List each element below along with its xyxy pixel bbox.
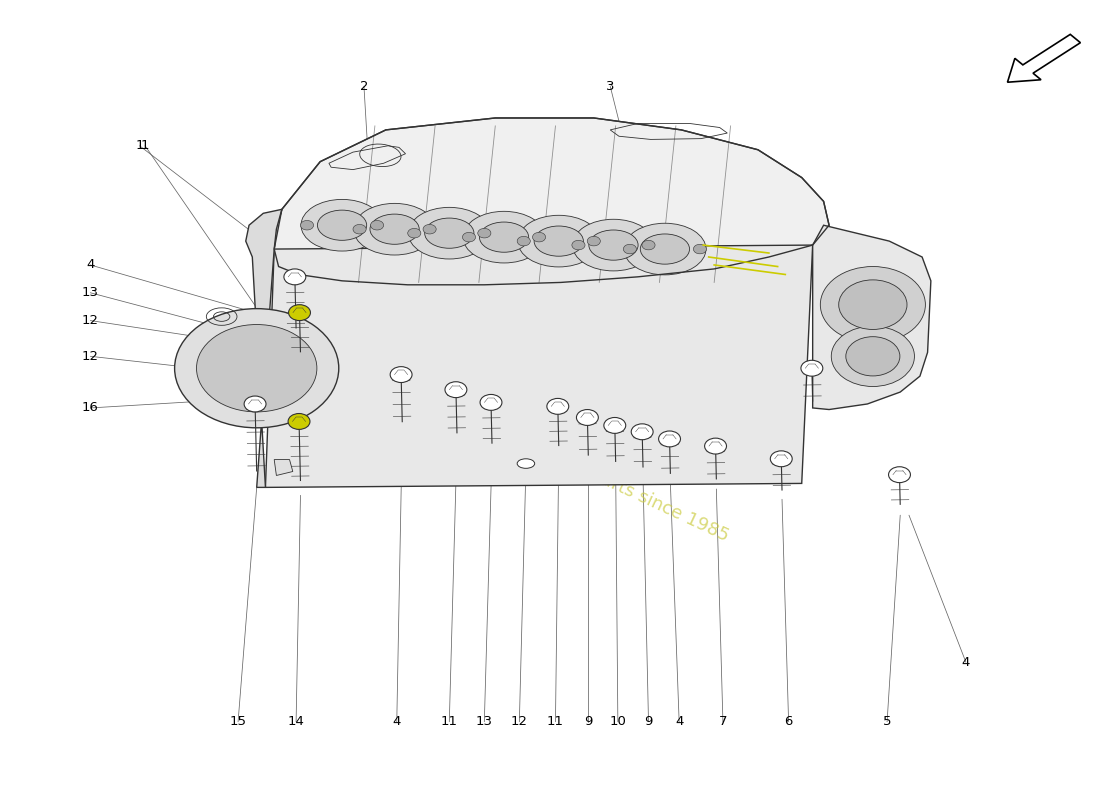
Circle shape: [631, 424, 653, 440]
Circle shape: [821, 266, 925, 342]
Text: 4: 4: [393, 715, 402, 728]
Polygon shape: [245, 210, 282, 487]
Ellipse shape: [463, 211, 546, 263]
Text: 4: 4: [86, 258, 95, 271]
Text: 12: 12: [81, 314, 99, 327]
Circle shape: [284, 269, 306, 285]
Ellipse shape: [572, 219, 654, 271]
Polygon shape: [274, 459, 293, 475]
Text: 13: 13: [81, 286, 99, 299]
Ellipse shape: [318, 210, 366, 240]
Text: a passion for parts since 1985: a passion for parts since 1985: [477, 414, 733, 546]
Ellipse shape: [517, 458, 535, 468]
Ellipse shape: [408, 207, 491, 259]
Circle shape: [408, 229, 421, 238]
Circle shape: [446, 382, 466, 398]
Circle shape: [371, 221, 384, 230]
Circle shape: [587, 236, 601, 246]
Circle shape: [288, 414, 310, 430]
Circle shape: [801, 360, 823, 376]
Text: 14: 14: [288, 715, 305, 728]
Text: 12: 12: [81, 350, 99, 363]
Text: 3: 3: [606, 80, 615, 93]
Circle shape: [832, 326, 914, 386]
Circle shape: [572, 240, 585, 250]
Ellipse shape: [535, 226, 583, 256]
Circle shape: [659, 431, 681, 447]
Circle shape: [604, 418, 626, 434]
Text: 6: 6: [784, 715, 793, 728]
Text: 16: 16: [81, 402, 99, 414]
Ellipse shape: [301, 199, 383, 251]
Circle shape: [197, 325, 317, 412]
Circle shape: [480, 394, 502, 410]
Text: 5: 5: [883, 715, 891, 728]
Circle shape: [624, 244, 637, 254]
Circle shape: [244, 396, 266, 412]
Circle shape: [889, 466, 911, 482]
Circle shape: [838, 280, 908, 330]
Text: 7: 7: [718, 715, 727, 728]
Text: 15: 15: [230, 715, 246, 728]
Circle shape: [576, 410, 598, 426]
Ellipse shape: [425, 218, 474, 248]
Circle shape: [477, 229, 491, 238]
Text: 9: 9: [584, 715, 593, 728]
Ellipse shape: [370, 214, 419, 244]
Text: 2: 2: [360, 80, 368, 93]
Text: 4: 4: [961, 656, 970, 669]
Text: 11: 11: [547, 715, 564, 728]
Polygon shape: [265, 245, 813, 487]
Ellipse shape: [353, 203, 436, 255]
Circle shape: [353, 225, 366, 234]
Circle shape: [300, 221, 313, 230]
Text: 4: 4: [675, 715, 683, 728]
Ellipse shape: [640, 234, 690, 264]
Circle shape: [705, 438, 726, 454]
Circle shape: [390, 366, 412, 382]
Circle shape: [517, 236, 530, 246]
Text: 11: 11: [441, 715, 458, 728]
Text: 13: 13: [476, 715, 493, 728]
Circle shape: [175, 309, 339, 428]
Ellipse shape: [624, 223, 706, 275]
Circle shape: [424, 225, 437, 234]
Text: 10: 10: [609, 715, 626, 728]
Circle shape: [547, 398, 569, 414]
Circle shape: [846, 337, 900, 376]
Text: 1: 1: [141, 139, 150, 152]
Polygon shape: [813, 226, 931, 410]
Text: 9: 9: [645, 715, 652, 728]
Circle shape: [770, 451, 792, 466]
Ellipse shape: [588, 230, 638, 260]
Text: 12: 12: [510, 715, 528, 728]
Circle shape: [642, 240, 656, 250]
Circle shape: [693, 244, 706, 254]
Ellipse shape: [480, 222, 529, 252]
Text: europares: europares: [382, 252, 718, 469]
Text: 1: 1: [135, 139, 144, 152]
Circle shape: [462, 232, 475, 242]
Circle shape: [288, 305, 310, 321]
Ellipse shape: [518, 215, 600, 267]
Polygon shape: [274, 118, 829, 285]
Circle shape: [532, 232, 546, 242]
